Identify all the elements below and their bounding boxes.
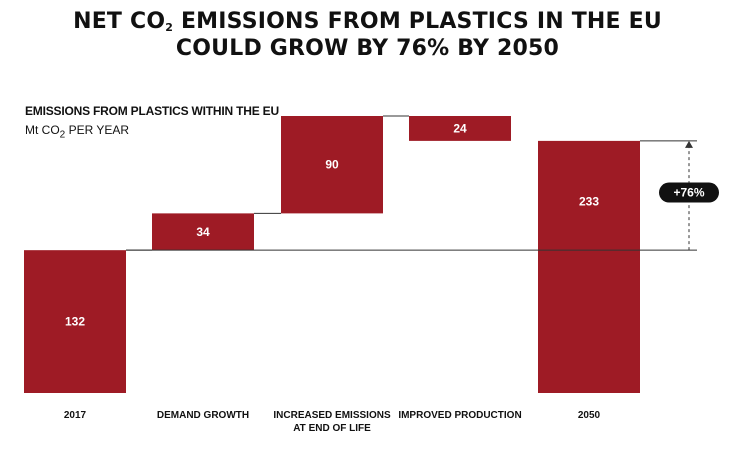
growth-pill [659, 182, 719, 203]
bar-value-label: 233 [579, 194, 599, 208]
category-label: 2050 [578, 410, 601, 421]
bar-value-label: 34 [196, 225, 210, 239]
bar-2 [152, 213, 254, 251]
category-label: IMPROVED PRODUCTION [398, 410, 521, 421]
units-label: Mt CO2 PER YEAR [25, 123, 130, 141]
category-label: INCREASED EMISSIONS [273, 410, 391, 421]
category-label: 2017 [64, 410, 87, 421]
chart-subtitle: EMISSIONS FROM PLASTICS WITHIN THE EU [25, 104, 279, 118]
bar-value-label: 132 [65, 315, 85, 329]
category-label: AT END OF LIFE [293, 423, 371, 434]
bar-4 [409, 116, 511, 141]
chart-title-line-1: NET CO2 EMISSIONS FROM PLASTICS IN THE E… [73, 9, 662, 34]
bar-5 [538, 140, 640, 393]
bar-value-label: 90 [325, 158, 339, 172]
category-label: DEMAND GROWTH [157, 410, 249, 421]
growth-pill-label: +76% [673, 186, 704, 200]
growth-arrow-head [685, 140, 693, 148]
bar-3 [281, 116, 383, 214]
chart-title-line-2: COULD GROW BY 76% BY 2050 [175, 36, 560, 61]
chart-title: NET CO2 EMISSIONS FROM PLASTICS IN THE E… [0, 8, 735, 62]
bar-value-label: 24 [453, 121, 467, 135]
bar-1 [24, 250, 126, 393]
